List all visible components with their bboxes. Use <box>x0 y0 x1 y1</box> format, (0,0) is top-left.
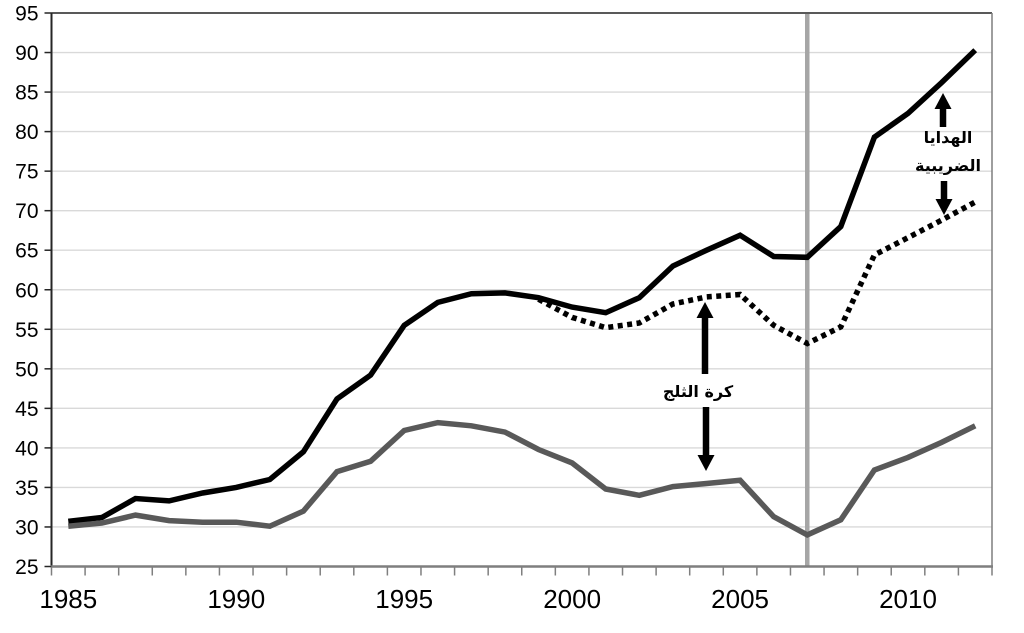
y-axis-label: 25 <box>15 556 38 579</box>
annotation-arrow-head <box>697 455 715 471</box>
y-axis-label: 70 <box>15 200 38 223</box>
tax-gifts-annotation-text: الهدايا <box>924 128 973 147</box>
x-axis-label: 1995 <box>375 584 433 614</box>
solid-black-line <box>67 48 978 525</box>
y-axis-label: 55 <box>15 319 38 342</box>
x-axis-label: 2000 <box>543 584 601 614</box>
y-axis-label: 75 <box>15 161 38 184</box>
y-axis-labels: 25 30 35 40 45 50 55 60 65 70 75 80 85 90 95 <box>15 3 52 579</box>
y-axis-label: 40 <box>15 437 38 460</box>
x-axis-label: 1985 <box>39 584 97 614</box>
y-axis-label: 30 <box>15 516 38 539</box>
y-axis-label: 95 <box>15 3 38 26</box>
snowball-annotation-text: كرة الثلج <box>663 382 734 401</box>
gray-solid-line <box>68 419 977 538</box>
snowball-annotation: كرة الثلج <box>663 302 734 471</box>
x-axis-label: 1990 <box>207 584 265 614</box>
y-axis-label: 80 <box>15 121 38 144</box>
y-axis-label: 35 <box>15 477 38 500</box>
tax-gifts-annotation-text: الضريبية <box>915 156 981 175</box>
y-axis-label: 65 <box>15 240 38 263</box>
annotation-arrow-head <box>934 93 952 109</box>
x-axis-labels: 1985 1990 1995 2000 2005 2010 <box>39 566 993 614</box>
annotation-arrow-head <box>935 199 953 215</box>
y-axis-label: 85 <box>15 82 38 105</box>
tax-gifts-annotation: الهدايا الضريبية <box>915 93 981 215</box>
annotation-arrow-head <box>696 302 714 318</box>
y-axis-label: 60 <box>15 279 38 302</box>
gridlines <box>51 51 992 528</box>
x-axis-label: 2005 <box>711 584 769 614</box>
y-axis-label: 50 <box>15 358 38 381</box>
y-axis-label: 45 <box>15 398 38 421</box>
y-axis-label: 90 <box>15 42 38 65</box>
dotted-black-line <box>537 199 977 347</box>
x-axis-label: 2010 <box>879 584 937 614</box>
